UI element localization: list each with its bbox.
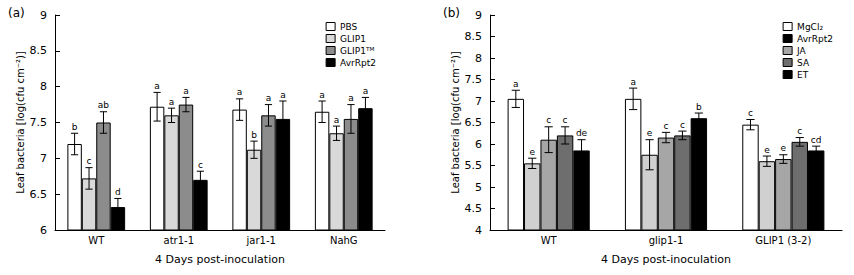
svg-text:c: c [680, 120, 685, 130]
svg-text:8.5: 8.5 [465, 30, 483, 43]
svg-text:a: a [348, 93, 354, 103]
svg-text:AvrRpt2: AvrRpt2 [797, 34, 833, 44]
svg-text:8.5: 8.5 [30, 44, 48, 57]
svg-text:SA: SA [797, 58, 810, 68]
svg-text:a: a [237, 87, 243, 97]
svg-text:(a): (a) [8, 6, 25, 20]
svg-text:8: 8 [40, 80, 47, 93]
svg-text:jar1-1: jar1-1 [246, 235, 276, 246]
svg-text:c: c [198, 160, 203, 170]
svg-text:b: b [72, 122, 78, 132]
svg-text:5: 5 [475, 181, 482, 194]
svg-text:WT: WT [88, 235, 105, 246]
svg-text:GLIP1: GLIP1 [340, 34, 366, 44]
svg-text:e: e [529, 147, 535, 157]
svg-text:atr1-1: atr1-1 [164, 235, 195, 246]
svg-text:4: 4 [475, 224, 482, 237]
svg-text:Leaf bacteria [log(cfu cm⁻²)]: Leaf bacteria [log(cfu cm⁻²)] [15, 51, 26, 194]
svg-text:GLIP1ᵀᴹ: GLIP1ᵀᴹ [340, 46, 374, 56]
svg-text:b: b [696, 102, 702, 112]
svg-text:4 Days post-inoculation: 4 Days post-inoculation [601, 253, 731, 266]
svg-text:e: e [647, 128, 653, 138]
svg-text:a: a [363, 86, 369, 96]
svg-text:7.5: 7.5 [30, 116, 48, 129]
svg-text:GLIP1 (3-2): GLIP1 (3-2) [755, 235, 811, 246]
svg-text:ab: ab [98, 100, 110, 110]
svg-text:a: a [334, 115, 340, 125]
svg-text:WT: WT [541, 235, 558, 246]
svg-text:7: 7 [40, 152, 47, 165]
svg-text:Leaf bacteria [log(cfu cm⁻²)]: Leaf bacteria [log(cfu cm⁻²)] [450, 51, 461, 194]
svg-text:4.5: 4.5 [465, 202, 483, 215]
svg-text:5.5: 5.5 [465, 159, 483, 172]
svg-text:a: a [319, 90, 325, 100]
svg-text:cd: cd [811, 135, 822, 145]
svg-text:a: a [513, 79, 519, 89]
svg-text:glip1-1: glip1-1 [649, 235, 684, 246]
svg-text:7.5: 7.5 [465, 73, 483, 86]
svg-text:d: d [115, 187, 121, 197]
svg-text:PBS: PBS [340, 22, 357, 32]
svg-text:7: 7 [475, 95, 482, 108]
svg-text:a: a [154, 81, 160, 91]
svg-text:4 Days post-inoculation: 4 Days post-inoculation [155, 253, 285, 266]
svg-text:c: c [797, 126, 802, 136]
svg-text:NahG: NahG [330, 235, 358, 246]
svg-text:de: de [576, 128, 588, 138]
svg-text:c: c [664, 121, 669, 131]
svg-text:e: e [781, 143, 787, 153]
svg-text:8: 8 [475, 52, 482, 65]
svg-text:6: 6 [40, 224, 47, 237]
svg-text:c: c [87, 156, 92, 166]
svg-text:a: a [280, 90, 286, 100]
svg-text:ET: ET [797, 70, 809, 80]
svg-text:AvrRpt2: AvrRpt2 [340, 58, 376, 68]
svg-text:a: a [169, 97, 175, 107]
svg-text:6: 6 [475, 138, 482, 151]
svg-text:b: b [251, 130, 257, 140]
svg-text:9: 9 [475, 9, 482, 22]
svg-text:a: a [266, 93, 272, 103]
svg-text:9: 9 [40, 9, 47, 22]
svg-text:(b): (b) [443, 6, 460, 20]
svg-text:a: a [183, 86, 189, 96]
svg-text:6.5: 6.5 [465, 116, 483, 129]
svg-text:a: a [630, 77, 636, 87]
svg-text:c: c [748, 108, 753, 118]
svg-text:e: e [764, 145, 770, 155]
svg-text:c: c [546, 115, 551, 125]
svg-text:MgCl₂: MgCl₂ [797, 22, 823, 32]
svg-text:6.5: 6.5 [30, 188, 48, 201]
svg-text:JA: JA [796, 46, 806, 56]
svg-text:c: c [563, 115, 568, 125]
